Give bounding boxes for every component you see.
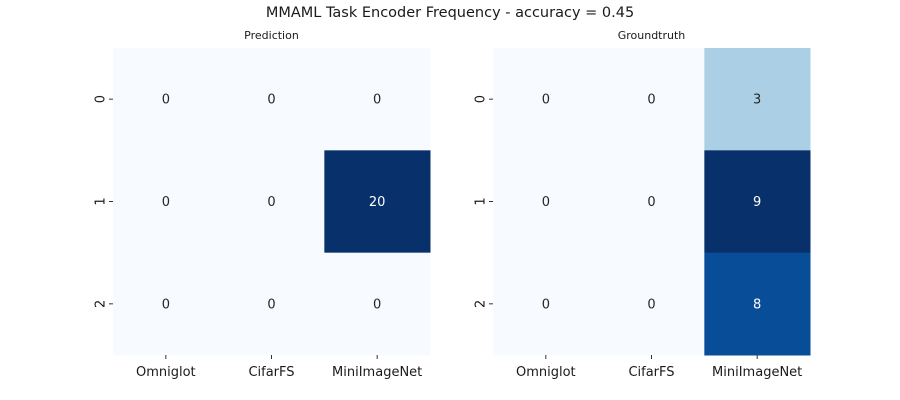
y-tick-label: 1: [94, 197, 109, 205]
heatmap-cell: [113, 150, 220, 254]
x-tick-label: CifarFS: [248, 365, 294, 380]
cell-value-label: 0: [647, 93, 655, 108]
y-tick-label: 0: [474, 95, 489, 103]
x-tick-label: MiniImageNet: [712, 365, 802, 380]
heatmap-title: Prediction: [244, 29, 299, 42]
cell-value-label: 0: [542, 93, 550, 108]
cell-value-label: 20: [369, 195, 386, 210]
figure-title: MMAML Task Encoder Frequency - accuracy …: [265, 5, 635, 21]
heatmap-cell: [598, 48, 705, 151]
cell-value-label: 0: [162, 195, 170, 210]
heatmap-cell: [324, 150, 431, 254]
cell-value-label: 0: [267, 93, 275, 108]
heatmap-cell: [113, 48, 220, 151]
y-tick-label: 2: [474, 300, 489, 308]
heatmap-cell: [598, 150, 705, 254]
heatmap-cell: [704, 252, 811, 356]
y-tick-label: 2: [94, 300, 109, 308]
cell-value-label: 8: [753, 297, 761, 312]
cell-value-label: 0: [162, 93, 170, 108]
cell-value-label: 0: [647, 195, 655, 210]
heatmap-cell: [598, 252, 705, 356]
heatmap-cell: [218, 48, 325, 151]
x-tick-label: MiniImageNet: [332, 365, 422, 380]
heatmap-cell: [113, 252, 220, 356]
heatmap-cell: [704, 48, 811, 151]
x-tick-label: CifarFS: [628, 365, 674, 380]
heatmap-cell: [218, 150, 325, 254]
heatmap-title: Groundtruth: [618, 29, 686, 42]
heatmap-cell: [218, 252, 325, 356]
heatmap-cell: [704, 150, 811, 254]
cell-value-label: 0: [267, 195, 275, 210]
heatmap-cell: [493, 150, 600, 254]
y-tick-label: 0: [94, 95, 109, 103]
cell-value-label: 9: [753, 195, 761, 210]
heatmap-cell: [324, 252, 431, 356]
heatmap-cell: [493, 48, 600, 151]
cell-value-label: 0: [373, 297, 381, 312]
cell-value-label: 3: [753, 93, 761, 108]
y-tick-label: 1: [474, 197, 489, 205]
heatmap-panel-1: Groundtruth 0 0 3 0 0 9 0 0 8 Omniglot CifarFS MiniI…: [474, 29, 811, 380]
cell-value-label: 0: [647, 297, 655, 312]
cell-value-label: 0: [267, 297, 275, 312]
cell-value-label: 0: [162, 297, 170, 312]
cell-value-label: 0: [373, 93, 381, 108]
heatmap-cell: [324, 48, 431, 151]
x-tick-label: Omniglot: [136, 365, 196, 380]
x-tick-label: Omniglot: [516, 365, 576, 380]
cell-value-label: 0: [542, 297, 550, 312]
cell-value-label: 0: [542, 195, 550, 210]
heatmap-cell: [493, 252, 600, 356]
